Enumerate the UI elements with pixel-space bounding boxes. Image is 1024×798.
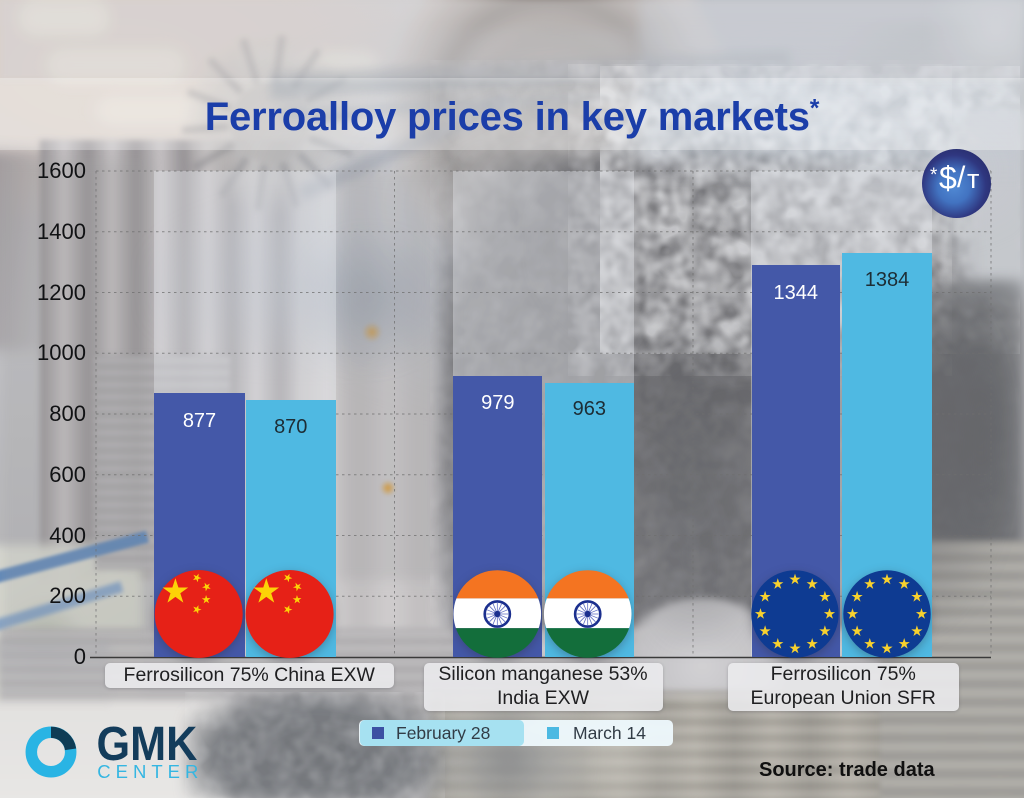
svg-text:GMK: GMK xyxy=(97,720,198,770)
svg-text:CENTER: CENTER xyxy=(97,761,203,782)
